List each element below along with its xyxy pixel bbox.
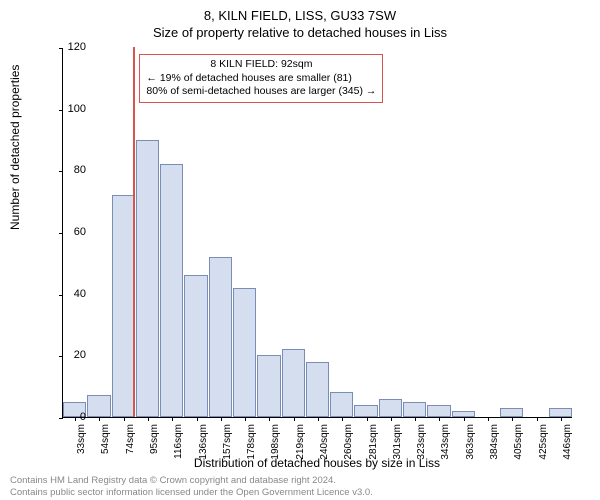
title-main: 8, KILN FIELD, LISS, GU33 7SW: [0, 0, 600, 23]
y-tick-label: 80: [56, 164, 86, 176]
histogram-bar: [136, 140, 159, 418]
histogram-bar: [379, 399, 402, 418]
x-tick-mark: [294, 417, 295, 421]
x-tick-label: 240sqm: [319, 424, 330, 464]
y-tick-label: 20: [56, 349, 86, 361]
x-tick-label: 54sqm: [100, 424, 111, 464]
x-tick-mark: [172, 417, 173, 421]
y-tick-label: 60: [56, 226, 86, 238]
x-tick-mark: [512, 417, 513, 421]
x-tick-mark: [245, 417, 246, 421]
x-tick-mark: [415, 417, 416, 421]
x-tick-mark: [464, 417, 465, 421]
x-tick-mark: [124, 417, 125, 421]
x-tick-mark: [391, 417, 392, 421]
x-tick-label: 95sqm: [149, 424, 160, 464]
histogram-bar: [160, 164, 183, 417]
x-tick-label: 281sqm: [368, 424, 379, 464]
x-tick-mark: [537, 417, 538, 421]
histogram-bar: [233, 288, 256, 418]
histogram-bar: [112, 195, 135, 417]
histogram-bar: [330, 392, 353, 417]
x-tick-label: 384sqm: [489, 424, 500, 464]
histogram-bar: [500, 408, 523, 417]
x-tick-mark: [342, 417, 343, 421]
x-tick-mark: [439, 417, 440, 421]
x-tick-label: 136sqm: [198, 424, 209, 464]
footer-attribution: Contains HM Land Registry data © Crown c…: [10, 475, 373, 498]
y-tick-label: 40: [56, 288, 86, 300]
x-tick-mark: [488, 417, 489, 421]
histogram-bar: [87, 395, 110, 417]
x-tick-mark: [99, 417, 100, 421]
histogram-bar: [354, 405, 377, 417]
y-tick-label: 100: [56, 103, 86, 115]
x-tick-mark: [197, 417, 198, 421]
x-tick-label: 363sqm: [465, 424, 476, 464]
histogram-bar: [209, 257, 232, 417]
x-tick-mark: [269, 417, 270, 421]
x-tick-label: 343sqm: [440, 424, 451, 464]
x-tick-label: 301sqm: [392, 424, 403, 464]
x-tick-label: 116sqm: [173, 424, 184, 464]
histogram-bar: [306, 362, 329, 418]
property-marker-line: [133, 47, 135, 417]
x-tick-label: 425sqm: [538, 424, 549, 464]
chart-area: 8 KILN FIELD: 92sqm← 19% of detached hou…: [62, 48, 572, 418]
x-tick-mark: [221, 417, 222, 421]
histogram-bar: [184, 275, 207, 417]
x-tick-mark: [148, 417, 149, 421]
plot-area: 8 KILN FIELD: 92sqm← 19% of detached hou…: [62, 48, 572, 418]
x-tick-label: 74sqm: [125, 424, 136, 464]
x-tick-label: 33sqm: [76, 424, 87, 464]
x-tick-label: 219sqm: [295, 424, 306, 464]
histogram-bar: [427, 405, 450, 417]
histogram-bar: [549, 408, 572, 417]
info-line1: 8 KILN FIELD: 92sqm: [146, 58, 376, 72]
y-tick-label: 0: [56, 411, 86, 423]
x-tick-label: 323sqm: [416, 424, 427, 464]
x-tick-label: 446sqm: [562, 424, 573, 464]
x-tick-label: 260sqm: [343, 424, 354, 464]
histogram-bar: [257, 355, 280, 417]
info-line3: 80% of semi-detached houses are larger (…: [146, 85, 376, 99]
x-tick-label: 405sqm: [513, 424, 524, 464]
title-sub: Size of property relative to detached ho…: [0, 23, 600, 40]
x-tick-mark: [561, 417, 562, 421]
x-tick-mark: [367, 417, 368, 421]
info-box: 8 KILN FIELD: 92sqm← 19% of detached hou…: [139, 54, 383, 103]
info-line2: ← 19% of detached houses are smaller (81…: [146, 72, 376, 86]
footer-line1: Contains HM Land Registry data © Crown c…: [10, 475, 373, 486]
x-tick-mark: [318, 417, 319, 421]
histogram-bar: [282, 349, 305, 417]
x-tick-label: 157sqm: [222, 424, 233, 464]
y-axis-label: Number of detached properties: [8, 65, 22, 230]
histogram-bar: [403, 402, 426, 417]
footer-line2: Contains public sector information licen…: [10, 487, 373, 498]
y-tick-label: 120: [56, 41, 86, 53]
x-tick-label: 178sqm: [246, 424, 257, 464]
x-tick-label: 198sqm: [270, 424, 281, 464]
